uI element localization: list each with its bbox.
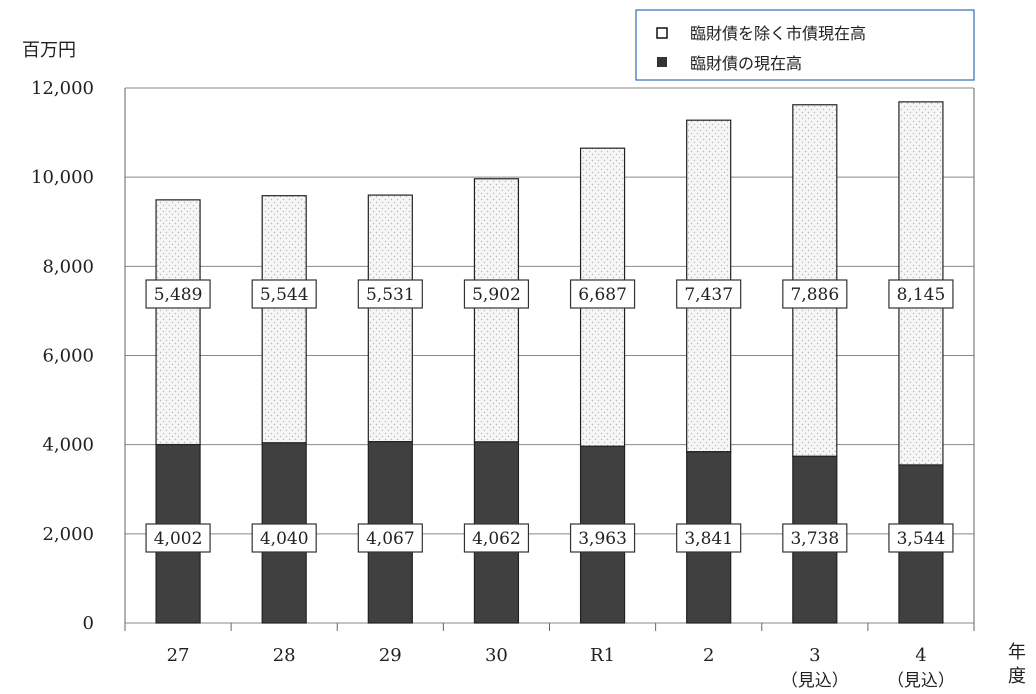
y-axis-ticks: 0 2,000 4,000 6,000 8,000 10,000 12,000: [31, 78, 94, 634]
y-tick-label: 6,000: [42, 346, 94, 367]
x-axis-ticks: 27 28 29 30 R1 2 3 （見込） 4 （見込）: [124, 623, 975, 691]
y-tick-label: 10,000: [31, 167, 94, 188]
y-tick-label: 12,000: [31, 78, 94, 99]
value-label-upper: 5,531: [366, 285, 415, 305]
value-label-upper: 8,145: [897, 285, 946, 305]
value-label-lower: 3,963: [578, 529, 627, 549]
x-tick-sub-label: （見込）: [887, 671, 955, 691]
value-label-upper: 5,544: [260, 285, 309, 305]
value-label-lower: 4,067: [366, 529, 415, 549]
value-label-box: [888, 279, 954, 309]
x-tick-label: 4: [915, 645, 926, 666]
legend-box: [635, 9, 975, 81]
x-axis-unit-label-line2: 度: [1008, 666, 1026, 687]
value-label-lower: 4,062: [472, 529, 521, 549]
value-label-upper: 5,489: [154, 285, 203, 305]
bar-upper-segment: [473, 178, 520, 443]
value-label-box: [888, 523, 954, 553]
value-label-lower: 3,738: [790, 529, 839, 549]
value-label-box: [676, 523, 742, 553]
value-label-lower: 3,544: [897, 529, 946, 549]
x-tick-label: 3: [809, 645, 820, 666]
value-label-box: [251, 523, 317, 553]
x-tick-sub-label: （見込）: [781, 671, 849, 691]
value-label-box: [569, 523, 636, 553]
value-label-lower: 3,841: [684, 529, 733, 549]
value-label-box: [782, 523, 848, 553]
legend: 臨財債を除く市債現在高 臨財債の現在高: [635, 9, 975, 81]
value-label-lower: 4,002: [154, 529, 203, 549]
value-label-upper: 7,886: [790, 285, 839, 305]
y-tick-label: 2,000: [42, 524, 94, 545]
y-tick-label: 4,000: [42, 435, 94, 456]
value-label-box: [676, 279, 742, 309]
x-axis-unit-label-line1: 年: [1008, 642, 1026, 663]
value-labels: 5,489 4,002 5,544 4,040 5,531 4,067 5,902 4,062…: [145, 279, 954, 553]
value-label-box: [569, 279, 636, 309]
bar-upper-segment: [367, 194, 413, 443]
x-tick-label: R1: [590, 645, 615, 666]
legend-item-label-1: 臨財債の現在高: [690, 54, 802, 73]
value-label-lower: 4,040: [260, 529, 309, 549]
value-label-box: [145, 279, 211, 309]
y-tick-label: 0: [83, 613, 94, 634]
value-label-box: [357, 279, 423, 309]
value-label-box: [357, 523, 423, 553]
value-label-box: [145, 523, 211, 553]
value-label-upper: 5,902: [472, 285, 521, 305]
value-label-box: [251, 279, 317, 309]
x-tick-label: 30: [485, 645, 508, 666]
x-tick-label: 27: [167, 645, 190, 666]
legend-item-label-0: 臨財債を除く市債現在高: [690, 24, 866, 43]
value-label-box: [463, 279, 530, 309]
x-tick-label: 29: [379, 645, 402, 666]
value-label-upper: 6,687: [578, 285, 627, 305]
value-label-box: [782, 279, 848, 309]
open-square-icon: [656, 27, 668, 39]
x-tick-label: 2: [703, 645, 714, 666]
bar-upper-segment: [261, 195, 307, 444]
value-label-box: [463, 523, 530, 553]
filled-square-icon: [657, 57, 667, 67]
y-axis-unit-label: 百万円: [22, 40, 76, 61]
bar-upper-segment: [155, 199, 201, 446]
x-tick-label: 28: [273, 645, 296, 666]
y-tick-label: 8,000: [42, 256, 94, 277]
value-label-upper: 7,437: [684, 285, 733, 305]
